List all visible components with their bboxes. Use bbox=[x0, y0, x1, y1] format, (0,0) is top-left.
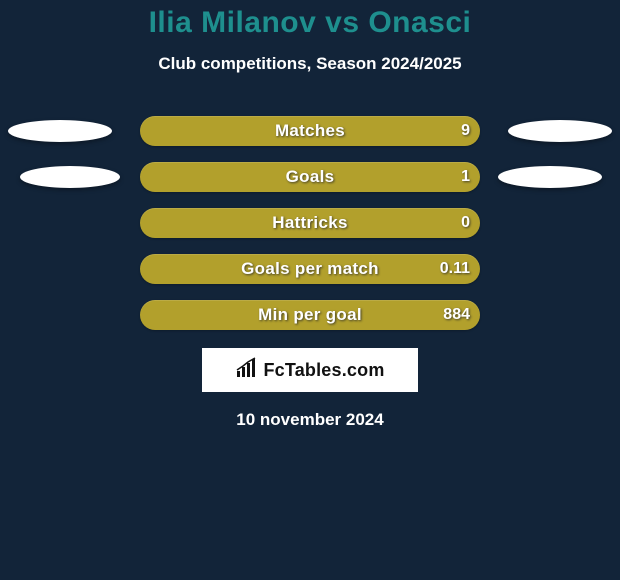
stat-bar bbox=[140, 300, 480, 330]
left-pill-icon bbox=[8, 120, 112, 142]
stat-bar bbox=[140, 116, 480, 146]
stat-row: Goals1 bbox=[0, 162, 620, 192]
brand-box[interactable]: FcTables.com bbox=[202, 348, 418, 392]
left-pill-icon bbox=[20, 166, 120, 188]
stat-bar bbox=[140, 254, 480, 284]
subtitle: Club competitions, Season 2024/2025 bbox=[0, 54, 620, 74]
right-pill-icon bbox=[498, 166, 602, 188]
stat-bar bbox=[140, 162, 480, 192]
stat-bar bbox=[140, 208, 480, 238]
right-pill-icon bbox=[508, 120, 612, 142]
stat-row: Min per goal884 bbox=[0, 300, 620, 330]
stats-rows: Matches9 Goals1 Hattricks0 Goals per match0… bbox=[0, 116, 620, 330]
brand-label: FcTables.com bbox=[263, 360, 384, 381]
page-title: Ilia Milanov vs Onasci bbox=[0, 6, 620, 40]
stat-row: Hattricks0 bbox=[0, 208, 620, 238]
stat-row: Matches9 bbox=[0, 116, 620, 146]
date-label: 10 november 2024 bbox=[0, 410, 620, 430]
bar-chart-icon bbox=[235, 357, 259, 384]
stat-row: Goals per match0.11 bbox=[0, 254, 620, 284]
comparison-card: Ilia Milanov vs Onasci Club competitions… bbox=[0, 0, 620, 580]
